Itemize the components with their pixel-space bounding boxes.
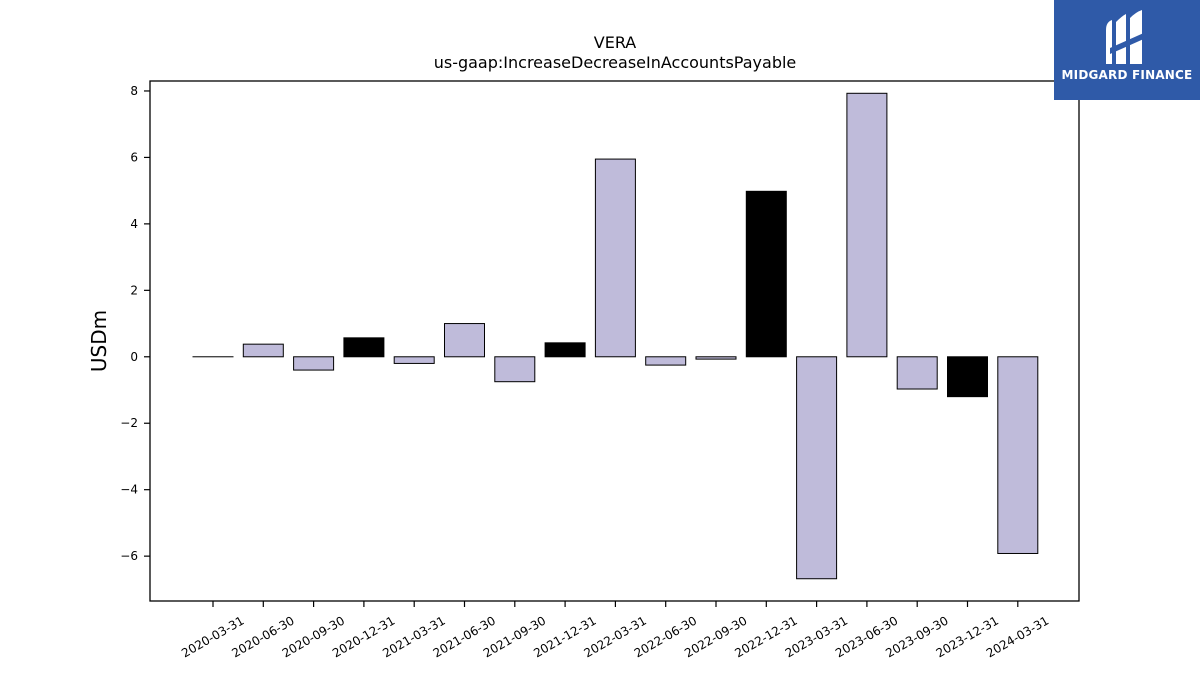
logo-text: MIDGARD FINANCE	[1061, 68, 1193, 82]
bar-2023-12-31	[947, 356, 988, 398]
y-tick-label: −2	[120, 416, 138, 430]
y-tick-label: 4	[130, 217, 138, 231]
bar-2023-03-31	[796, 356, 838, 580]
bar-2020-12-31	[343, 337, 385, 358]
bar-2022-06-30	[645, 356, 687, 366]
bar-2020-09-30	[293, 356, 335, 371]
bar-2022-12-31	[745, 190, 787, 358]
chart-subtitle: us-gaap:IncreaseDecreaseInAccountsPayabl…	[434, 53, 797, 72]
midgard-finance-logo: MIDGARD FINANCE	[1054, 0, 1200, 100]
y-axis-label: USDm	[87, 310, 111, 372]
y-tick-label: 8	[130, 84, 138, 98]
bar-2021-09-30	[494, 356, 536, 383]
bar-2021-06-30	[444, 323, 485, 358]
bar-2024-03-31	[997, 356, 1039, 554]
bars-layer	[192, 92, 1039, 580]
plot-frame	[149, 80, 1080, 602]
midgard-logo-icon	[1106, 10, 1146, 64]
bar-2023-06-30	[846, 92, 888, 358]
bar-2023-09-30	[896, 356, 938, 390]
bar-2021-12-31	[544, 342, 586, 358]
bar-2021-03-31	[393, 356, 435, 364]
y-tick-label: 2	[130, 283, 138, 297]
bar-2022-03-31	[594, 158, 636, 358]
bar-2020-06-30	[242, 343, 284, 358]
y-tick-label: 0	[130, 350, 138, 364]
x-axis-ticks: 2020-03-312020-06-302020-09-302020-12-31…	[179, 601, 1051, 660]
y-tick-label: 6	[130, 150, 138, 164]
y-tick-label: −4	[120, 483, 138, 497]
chart-title: VERA	[594, 33, 637, 52]
y-tick-label: −6	[120, 549, 138, 563]
bar-2022-09-30	[695, 356, 737, 360]
y-axis-ticks: −6 −4 −2 0 2 4 6 8	[120, 84, 150, 563]
